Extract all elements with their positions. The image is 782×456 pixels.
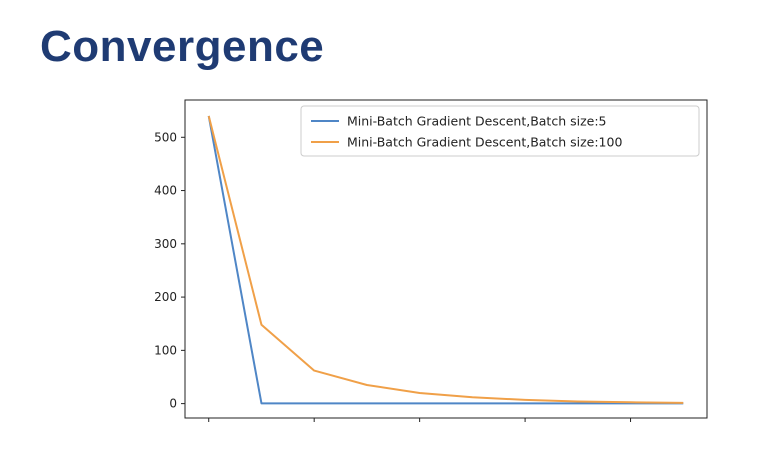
series-line-2 — [207, 115, 684, 404]
y-tick-label: 100 — [154, 343, 177, 357]
convergence-line-chart: 010020030040050002468Mini-Batch Gradient… — [154, 99, 708, 440]
legend-label-1: Mini-Batch Gradient Descent,Batch size:5 — [347, 114, 607, 129]
y-tick-label: 200 — [154, 290, 177, 304]
legend-label-2: Mini-Batch Gradient Descent,Batch size:1… — [347, 135, 622, 150]
y-tick-label: 500 — [154, 130, 177, 144]
y-tick-label: 0 — [169, 397, 177, 411]
slide-title: Convergence — [40, 22, 325, 71]
chart-panel: 010020030040050002468Mini-Batch Gradient… — [122, 90, 742, 440]
y-tick-label: 400 — [154, 184, 177, 198]
y-tick-label: 300 — [154, 237, 177, 251]
legend-box — [300, 105, 700, 157]
series-line-1 — [207, 115, 684, 405]
